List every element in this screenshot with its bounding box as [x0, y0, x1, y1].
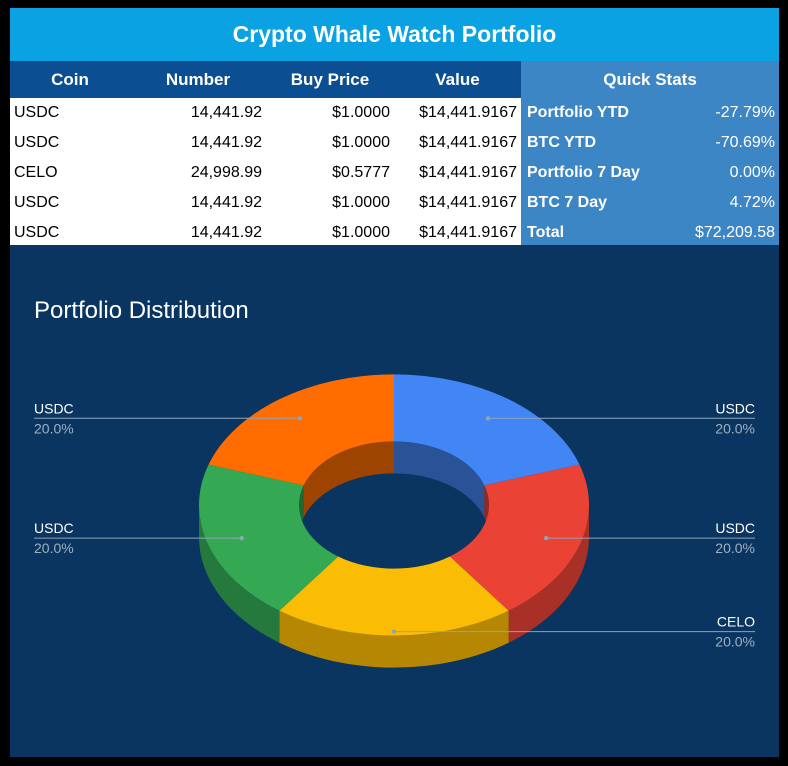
column-header-coin: Coin — [10, 61, 130, 98]
donut-chart: USDC 20.0% USDC 20.0% CELO 20.0% USDC 20.0% USDC… — [34, 374, 755, 668]
slice-label: USDC — [715, 400, 755, 416]
quick-stat-value: -27.79% — [651, 98, 780, 128]
buy-price-cell: $0.5777 — [266, 158, 394, 188]
coin-cell: USDC — [10, 128, 130, 158]
outer-wall — [279, 610, 509, 668]
pie-slice — [449, 464, 589, 611]
number-cell: 14,441.92 — [130, 218, 266, 248]
quick-stat-value: $72,209.58 — [651, 218, 780, 248]
inner-wall — [394, 441, 485, 518]
holdings-table: Coin Number Buy Price Value Quick Stats … — [10, 61, 780, 248]
table-row: USDC 14,441.92 $1.0000 $14,441.9167 Port… — [10, 98, 780, 128]
number-cell: 14,441.92 — [130, 128, 266, 158]
slice-percent: 20.0% — [715, 420, 755, 436]
buy-price-cell: $1.0000 — [266, 98, 394, 128]
value-cell: $14,441.9167 — [394, 158, 521, 188]
callout-dot — [391, 629, 397, 634]
column-header-buy-price: Buy Price — [266, 61, 394, 98]
donut-slices — [199, 374, 589, 636]
value-cell: $14,441.9167 — [394, 128, 521, 158]
value-cell: $14,441.9167 — [394, 188, 521, 218]
page-title: Crypto Whale Watch Portfolio — [10, 8, 779, 61]
slice-labels: USDC 20.0% USDC 20.0% CELO 20.0% USDC 20.0% USDC… — [34, 400, 755, 650]
coin-cell: USDC — [10, 188, 130, 218]
slice-percent: 20.0% — [715, 634, 755, 650]
slice-label: USDC — [34, 520, 74, 536]
slice-percent: 20.0% — [34, 420, 74, 436]
value-cell: $14,441.9167 — [394, 98, 521, 128]
quick-stat-label: Total — [521, 218, 651, 248]
column-header-value: Value — [394, 61, 521, 98]
quick-stat-label: Portfolio YTD — [521, 98, 651, 128]
pie-slice — [279, 556, 509, 636]
buy-price-cell: $1.0000 — [266, 218, 394, 248]
slice-label: USDC — [34, 400, 74, 416]
outer-wall — [199, 505, 280, 643]
callout-dot — [297, 416, 303, 421]
slice-label: CELO — [717, 614, 755, 630]
quick-stat-value: -70.69% — [651, 128, 780, 158]
quick-stat-label: BTC 7 Day — [521, 188, 651, 218]
number-cell: 24,998.99 — [130, 158, 266, 188]
quick-stat-label: Portfolio 7 Day — [521, 158, 651, 188]
callout-dot — [485, 416, 491, 421]
donut-walls — [199, 441, 589, 668]
value-cell: $14,441.9167 — [394, 218, 521, 248]
chart-panel: Portfolio Distribution USDC 20.0% USDC 20.0… — [10, 245, 779, 757]
callout-dot — [543, 535, 549, 541]
outer-wall — [508, 505, 589, 643]
buy-price-cell: $1.0000 — [266, 128, 394, 158]
coin-cell: USDC — [10, 98, 130, 128]
number-cell: 14,441.92 — [130, 98, 266, 128]
table-row: USDC 14,441.92 $1.0000 $14,441.9167 Tota… — [10, 218, 780, 248]
quick-stat-value: 4.72% — [651, 188, 780, 218]
table-row: USDC 14,441.92 $1.0000 $14,441.9167 BTC … — [10, 128, 780, 158]
column-header-number: Number — [130, 61, 266, 98]
buy-price-cell: $1.0000 — [266, 188, 394, 218]
coin-cell: CELO — [10, 158, 130, 188]
quick-stats-header: Quick Stats — [521, 61, 780, 98]
table-row: USDC 14,441.92 $1.0000 $14,441.9167 BTC … — [10, 188, 780, 218]
table-header-row: Coin Number Buy Price Value Quick Stats — [10, 61, 780, 98]
inner-wall — [303, 441, 394, 518]
callout-dot — [239, 535, 245, 541]
coin-cell: USDC — [10, 218, 130, 248]
slice-percent: 20.0% — [34, 540, 74, 556]
slice-percent: 20.0% — [715, 540, 755, 556]
chart-title: Portfolio Distribution — [34, 297, 249, 324]
slice-label: USDC — [715, 520, 755, 536]
pie-slice — [208, 374, 394, 486]
table-row: CELO 24,998.99 $0.5777 $14,441.9167 Port… — [10, 158, 780, 188]
quick-stat-value: 0.00% — [651, 158, 780, 188]
quick-stat-label: BTC YTD — [521, 128, 651, 158]
number-cell: 14,441.92 — [130, 188, 266, 218]
pie-slice — [394, 374, 580, 486]
pie-slice — [199, 464, 339, 611]
